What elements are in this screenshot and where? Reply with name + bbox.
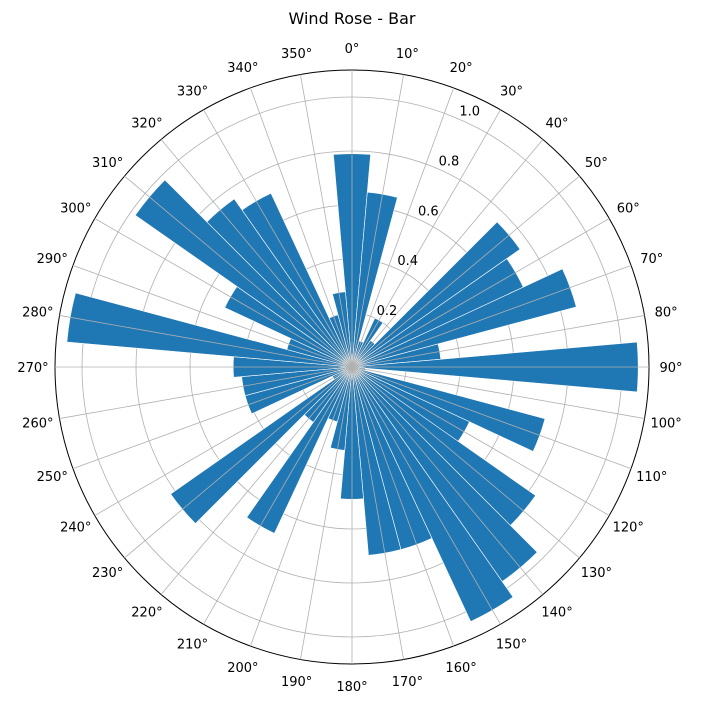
theta-tick-label: 180°: [336, 680, 367, 695]
angular-gridline: [72, 366, 353, 469]
angular-gridline: [351, 366, 632, 469]
r-tick-label: 0.8: [439, 154, 460, 169]
theta-tick-label: 300°: [60, 202, 91, 217]
theta-tick-label: 70°: [640, 252, 663, 267]
theta-tick-label: 330°: [177, 85, 208, 100]
angular-gridline: [351, 366, 501, 625]
angular-gridline: [351, 366, 645, 419]
theta-tick-label: 60°: [617, 202, 640, 217]
theta-tick-label: 350°: [281, 47, 312, 62]
theta-tick-label: 80°: [655, 306, 678, 321]
theta-tick-label: 220°: [131, 605, 162, 620]
angular-gridline: [351, 87, 454, 368]
angular-gridline: [124, 175, 353, 368]
theta-tick-label: 160°: [445, 661, 476, 676]
tick-labels: 0° 10° 20° 30° 40° 50° 60° 70° 80° 90° 100° 110° 120…: [17, 42, 682, 695]
angular-gridline: [124, 366, 353, 559]
theta-tick-label: 260°: [22, 416, 53, 431]
theta-tick-label: 320°: [131, 117, 162, 132]
angular-gridline: [160, 366, 353, 595]
theta-tick-label: 110°: [636, 470, 667, 485]
theta-tick-label: 130°: [581, 566, 612, 581]
theta-tick-label: 340°: [227, 61, 258, 76]
theta-tick-label: 40°: [546, 117, 569, 132]
theta-tick-label: 20°: [450, 61, 473, 76]
theta-tick-label: 270°: [17, 361, 48, 376]
angular-gridline: [351, 315, 645, 368]
theta-tick-label: 10°: [396, 47, 419, 62]
angular-gridline: [250, 87, 353, 368]
angular-gridline: [59, 366, 353, 419]
theta-tick-label: 200°: [227, 661, 258, 676]
angular-gridline: [94, 366, 353, 516]
angular-gridline: [351, 109, 501, 368]
angular-gridline: [250, 366, 353, 647]
angular-gridline: [351, 74, 404, 368]
angular-gridlines: [54, 69, 650, 665]
angular-gridline: [351, 366, 544, 595]
theta-tick-label: 50°: [585, 156, 608, 171]
theta-tick-label: 290°: [37, 252, 68, 267]
theta-tick-label: 100°: [650, 416, 681, 431]
angular-gridline: [300, 366, 353, 660]
angular-gridline: [300, 74, 353, 368]
angular-gridline: [351, 366, 404, 660]
angular-gridline: [351, 139, 544, 368]
theta-tick-label: 280°: [22, 306, 53, 321]
theta-tick-label: 210°: [177, 637, 208, 652]
theta-tick-label: 120°: [613, 521, 644, 536]
angular-gridline: [351, 366, 580, 559]
angular-gridline: [94, 218, 353, 368]
theta-tick-label: 90°: [659, 361, 682, 376]
bar-series: [66, 153, 639, 622]
chart-title: Wind Rose - Bar: [289, 9, 416, 28]
theta-tick-label: 30°: [500, 85, 523, 100]
angular-gridline: [203, 366, 353, 625]
theta-tick-label: 250°: [37, 470, 68, 485]
theta-tick-label: 0°: [345, 42, 360, 57]
angular-gridline: [351, 366, 610, 516]
theta-tick-label: 230°: [92, 566, 123, 581]
theta-tick-label: 240°: [60, 521, 91, 536]
angular-gridline: [203, 109, 353, 368]
theta-tick-label: 140°: [541, 605, 572, 620]
r-tick-label: 0.2: [377, 304, 398, 319]
angular-gridline: [59, 315, 353, 368]
r-tick-label: 0.6: [418, 204, 439, 219]
theta-tick-label: 170°: [392, 675, 423, 690]
theta-tick-label: 310°: [92, 156, 123, 171]
angular-gridline: [351, 265, 632, 368]
angular-gridline: [72, 265, 353, 368]
angular-gridline: [160, 139, 353, 368]
r-tick-label: 1.0: [459, 105, 480, 120]
angular-gridline: [351, 218, 610, 368]
angular-gridline: [351, 175, 580, 368]
angular-gridline: [351, 366, 454, 647]
r-tick-label: 0.4: [397, 254, 418, 269]
theta-tick-label: 190°: [281, 675, 312, 690]
theta-tick-label: 150°: [496, 637, 527, 652]
